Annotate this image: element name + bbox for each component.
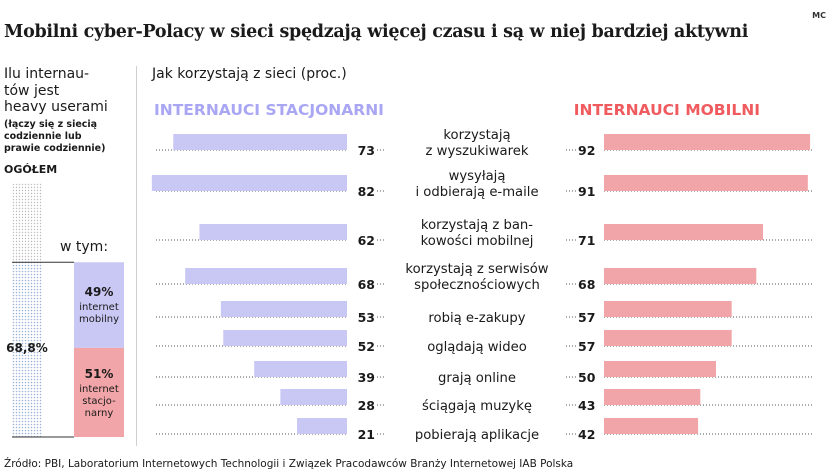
- category-label: korzystają z ban-: [421, 218, 533, 233]
- bar-stationary: [185, 268, 347, 284]
- bar-mobile: [604, 418, 699, 434]
- total-column-remainder: [12, 183, 42, 263]
- category-label: społecznościowych: [414, 277, 540, 293]
- total-label: OGÓŁEM: [4, 163, 58, 176]
- of-which-label: w tym:: [60, 239, 108, 255]
- value-label-mobile: 43: [578, 398, 595, 413]
- bar-stationary: [280, 389, 347, 405]
- left-panel-heading: Ilu internau- tów jest heavy userami: [4, 66, 108, 116]
- category-label: kowości mobilnej: [421, 233, 534, 249]
- left-note-line: prawie codziennie): [4, 143, 106, 154]
- value-label-stationary: 73: [358, 143, 375, 158]
- usage-heading: Jak korzystają z sieci (proc.): [152, 66, 347, 82]
- segment-stationary: [74, 347, 124, 437]
- value-label-mobile: 91: [578, 184, 595, 199]
- left-heading-line: tów jest: [4, 82, 60, 99]
- bar-stationary: [254, 361, 347, 377]
- segment-label: stacjo-: [82, 396, 116, 407]
- bar-mobile: [604, 268, 757, 284]
- legend-mobile: INTERNAUCI MOBILNI: [573, 101, 760, 119]
- bar-mobile: [604, 134, 811, 150]
- total-column-heavy-users: [12, 262, 42, 437]
- left-note-line: codziennie lub: [4, 131, 82, 142]
- value-label-stationary: 39: [358, 370, 375, 385]
- value-label-mobile: 92: [578, 143, 595, 158]
- segment-label: mobilny: [79, 314, 119, 325]
- bar-mobile: [604, 224, 764, 240]
- bar-stationary: [151, 175, 347, 191]
- value-label-stationary: 52: [358, 339, 375, 354]
- bar-mobile: [604, 175, 808, 191]
- category-label: z wyszukiwarek: [426, 144, 529, 159]
- left-note-line: (łączy się z siecią: [4, 119, 98, 130]
- segment-label: internet: [79, 384, 119, 395]
- category-label: oglądają wideo: [427, 340, 527, 355]
- value-label-stationary: 68: [358, 277, 375, 292]
- category-label: wysyłają: [449, 169, 506, 184]
- category-label: ściągają muzykę: [422, 398, 532, 414]
- source-note: Źródło: PBI, Laboratorium Internetowych …: [4, 458, 574, 470]
- bar-stationary: [199, 224, 347, 240]
- chart-title: Mobilni cyber-Polacy w sieci spędzają wi…: [4, 22, 749, 42]
- legend-stationary: INTERNAUCI STACJONARNI: [154, 101, 384, 119]
- bar-stationary: [173, 134, 347, 150]
- category-label: korzystają: [443, 128, 510, 143]
- segment-label: narny: [85, 408, 114, 419]
- bar-stationary: [297, 418, 347, 434]
- segment-label: internet: [79, 302, 119, 313]
- category-label: i odbierają e-maile: [415, 185, 538, 200]
- bar-stationary: [223, 330, 347, 346]
- left-heading-line: Ilu internau-: [4, 66, 90, 82]
- left-panel-note: (łączy się z siecią codziennie lub prawi…: [4, 119, 105, 155]
- segment-percent-label: 49%: [85, 285, 114, 299]
- bar-mobile: [604, 361, 716, 377]
- value-label-mobile: 57: [578, 339, 595, 354]
- column-divider: [136, 66, 137, 446]
- value-label-mobile: 57: [578, 310, 595, 325]
- category-label: korzystają z serwisów: [405, 261, 548, 277]
- value-label-mobile: 68: [578, 277, 595, 292]
- author-credit: MC: [812, 11, 826, 20]
- category-label: grają online: [438, 371, 516, 386]
- value-label-mobile: 50: [578, 370, 596, 385]
- value-label-stationary: 82: [358, 184, 375, 199]
- segment-percent-label: 51%: [85, 367, 114, 381]
- value-label-stationary: 62: [358, 233, 375, 248]
- total-value-label: 68,8%: [6, 341, 48, 355]
- value-label-stationary: 21: [358, 427, 375, 442]
- bar-mobile: [604, 301, 732, 317]
- bar-mobile: [604, 330, 732, 346]
- category-label: pobierają aplikacje: [415, 428, 539, 443]
- value-label-stationary: 28: [358, 398, 375, 413]
- value-label-mobile: 42: [578, 427, 595, 442]
- category-label: robią e-zakupy: [428, 311, 525, 326]
- bar-stationary: [220, 301, 347, 317]
- segment-mobile: [74, 262, 124, 348]
- value-label-stationary: 53: [358, 310, 375, 325]
- value-label-mobile: 71: [578, 233, 595, 248]
- bar-mobile: [604, 389, 701, 405]
- left-heading-line: heavy userami: [4, 99, 108, 115]
